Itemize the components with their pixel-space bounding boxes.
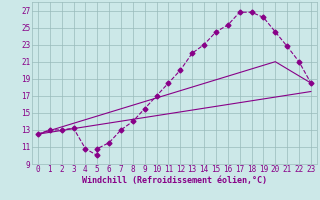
X-axis label: Windchill (Refroidissement éolien,°C): Windchill (Refroidissement éolien,°C) (82, 176, 267, 185)
